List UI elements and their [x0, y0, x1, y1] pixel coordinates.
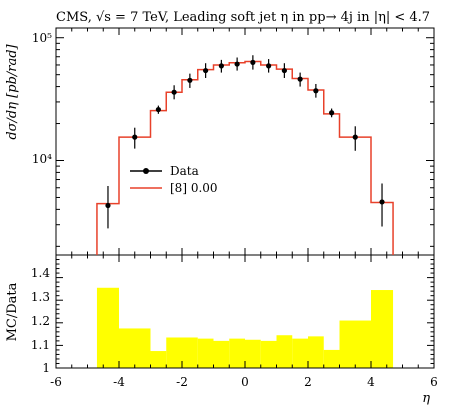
x-tick-label: 2: [304, 375, 312, 389]
data-point: [379, 199, 385, 205]
main-y-axis-label: dσ/dη [pb/rad]: [5, 43, 20, 139]
ratio-y-tick-label: 1: [42, 361, 50, 375]
main-y-tick-label: 10⁵: [32, 31, 52, 45]
data-point: [266, 63, 272, 69]
ratio-y-axis-label: MC/Data: [5, 282, 20, 341]
data-point: [155, 106, 161, 113]
x-tick-label: -4: [113, 375, 125, 389]
ratio-bar: [96, 287, 119, 368]
data-point: [352, 134, 358, 140]
legend-data-marker: [143, 168, 149, 174]
ratio-bar: [260, 340, 277, 368]
ratio-bar: [150, 351, 167, 368]
ratio-bar: [371, 290, 394, 368]
main-y-tick-label: 10⁴: [32, 152, 52, 166]
x-tick-label: 6: [430, 375, 438, 389]
legend: Data [8] 0.00: [130, 164, 218, 195]
data-point: [218, 63, 224, 69]
ratio-bar: [276, 335, 293, 368]
x-tick-label: -2: [176, 375, 188, 389]
mc-step-line: [96, 60, 394, 255]
ratio-bar: [197, 338, 214, 368]
legend-entry-mc: [8] 0.00: [170, 181, 218, 195]
data-point: [187, 77, 193, 83]
data-point: [329, 110, 335, 116]
legend-entry-data: Data: [170, 164, 199, 178]
axis-ticks: [55, 28, 435, 369]
chart-title: CMS, √s = 7 TeV, Leading soft jet η in p…: [56, 10, 430, 25]
ratio-bars: [96, 287, 394, 368]
ratio-bar: [166, 337, 182, 368]
ratio-y-tick-label: 1.4: [31, 266, 50, 280]
data-point: [132, 134, 138, 140]
mc-histogram: [96, 60, 394, 255]
data-points: [105, 55, 385, 229]
ratio-bar: [213, 340, 230, 368]
ratio-bar: [339, 320, 371, 368]
ratio-y-tick-label: 1.1: [31, 338, 50, 352]
ratio-bar: [245, 339, 261, 368]
ratio-bar: [182, 337, 198, 368]
ratio-bar: [119, 328, 151, 368]
data-point: [297, 76, 303, 82]
data-point: [171, 89, 177, 95]
data-point: [250, 59, 256, 65]
x-tick-label: 0: [241, 375, 249, 389]
data-point: [313, 88, 319, 94]
data-point: [105, 202, 111, 209]
ratio-bar: [323, 349, 340, 368]
data-point: [281, 67, 287, 74]
x-tick-label: -6: [50, 375, 62, 389]
x-axis-label: η: [422, 391, 430, 406]
ratio-bar: [229, 338, 245, 368]
x-tick-label: 4: [367, 375, 375, 389]
ratio-bar: [308, 336, 324, 368]
ratio-y-tick-label: 1.2: [31, 314, 50, 328]
ratio-y-tick-label: 1.3: [31, 290, 50, 304]
data-point: [203, 67, 209, 74]
ratio-bar: [292, 338, 308, 368]
data-point: [234, 61, 240, 67]
